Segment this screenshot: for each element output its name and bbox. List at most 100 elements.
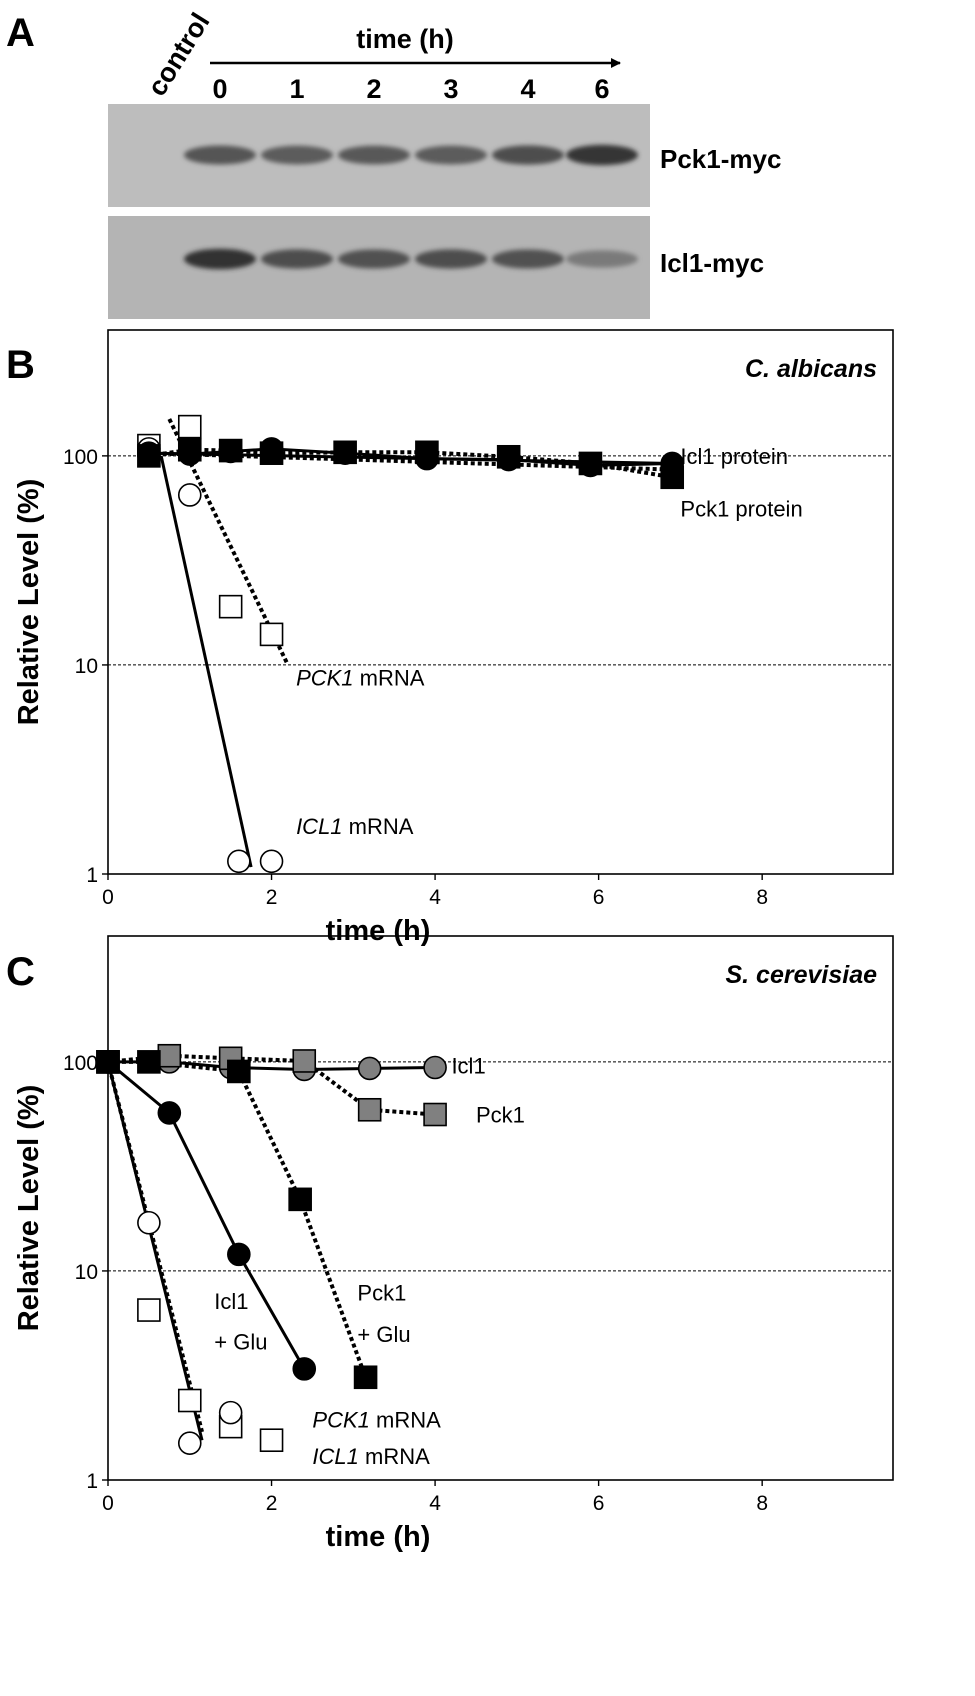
data-point — [357, 1056, 382, 1081]
data-point — [288, 1187, 312, 1212]
species-title: S. cerevisiae — [725, 961, 877, 989]
panel-c-chart: C 0 2 4 6 8 1 10 100 time (h) Relative Level (%) S… — [6, 935, 894, 1553]
y-tick-label: 100 — [63, 1052, 98, 1075]
blot-band — [184, 248, 256, 270]
lane-labels: 0 1 2 3 4 6 — [212, 74, 609, 104]
data-point — [227, 1059, 251, 1084]
data-point — [227, 1242, 251, 1267]
panel-a-label: A — [6, 11, 35, 55]
panel-b-chart: B 0 2 4 6 8 1 10 100 time (h) Relative Level (%) C… — [6, 329, 894, 947]
x-axis-title: time (h) — [326, 915, 431, 947]
y-tick-label: 10 — [75, 1261, 98, 1284]
data-point — [157, 1043, 182, 1068]
x-tick-label: 4 — [429, 886, 441, 909]
x-tick-label: 6 — [593, 1492, 605, 1515]
data-point — [423, 1055, 447, 1080]
data-point — [333, 440, 357, 465]
lane-label: 1 — [289, 74, 304, 104]
data-point — [157, 1101, 182, 1125]
data-point — [137, 1050, 161, 1074]
series-line — [107, 1060, 306, 1370]
x-tick-label: 6 — [593, 886, 605, 909]
data-point — [96, 1050, 120, 1074]
blot-band — [492, 145, 564, 165]
series-annotation: PCK1 mRNA — [312, 1407, 441, 1432]
series-annotation: + Glu — [357, 1322, 410, 1347]
blot-label-pck1-myc: Pck1-myc — [660, 144, 781, 174]
x-tick-label: 2 — [266, 1492, 278, 1515]
series-markers — [137, 414, 685, 874]
lane-label: 0 — [212, 74, 227, 104]
data-point — [660, 465, 685, 490]
plot-frame — [107, 329, 894, 875]
x-tick-label: 0 — [102, 886, 114, 909]
lane-label: 2 — [366, 74, 381, 104]
data-point — [177, 1388, 202, 1413]
blot-label-icl1-myc: Icl1-myc — [660, 248, 764, 278]
series-markers — [96, 1043, 447, 1455]
fit-line — [159, 455, 253, 868]
x-tick-label: 4 — [429, 1492, 441, 1515]
control-label: control — [142, 8, 216, 101]
blot-band — [492, 249, 564, 269]
data-point — [423, 1102, 447, 1127]
data-point — [177, 437, 202, 462]
blot-band — [415, 249, 487, 269]
series-annotation: Pck1 — [357, 1280, 406, 1305]
data-point — [292, 1049, 317, 1073]
data-point — [137, 1210, 161, 1235]
y-axis-title: Relative Level (%) — [13, 479, 45, 726]
x-tick-label: 0 — [102, 1492, 114, 1515]
species-title: C. albicans — [745, 355, 877, 383]
data-point — [177, 1431, 202, 1455]
series-annotation: Pck1 — [476, 1103, 525, 1128]
data-point — [578, 451, 603, 476]
blot-band — [338, 145, 410, 165]
x-tick-label: 8 — [756, 1492, 768, 1515]
series-annotation: Icl1 protein — [680, 444, 788, 469]
lane-label: 6 — [594, 74, 609, 104]
series-annotation: Pck1 protein — [680, 497, 802, 522]
panel-b-label: B — [6, 343, 35, 387]
y-tick-label: 10 — [75, 655, 98, 678]
lane-label: 3 — [443, 74, 458, 104]
data-point — [415, 440, 439, 465]
fit-line — [106, 1061, 204, 1433]
data-point — [137, 1298, 161, 1322]
blot-band — [261, 249, 333, 269]
blot-band — [338, 249, 410, 269]
data-point — [137, 444, 161, 468]
blot-bands — [184, 144, 638, 270]
y-tick-label: 1 — [86, 864, 98, 887]
data-point — [218, 1400, 243, 1425]
data-point — [353, 1365, 378, 1390]
series-annotation: PCK1 mRNA — [296, 666, 425, 691]
blot-band — [566, 144, 638, 166]
series-annotation: + Glu — [214, 1329, 267, 1354]
data-point — [357, 1097, 382, 1122]
data-point — [218, 438, 243, 463]
panel-a: A control time (h) 0 1 2 3 4 6 Pck1-myc Icl1-… — [6, 8, 781, 319]
blot-band — [415, 145, 487, 165]
data-point — [496, 444, 521, 469]
blot-band — [566, 250, 638, 268]
data-point — [177, 414, 202, 439]
data-point — [259, 1428, 284, 1453]
data-point — [259, 849, 284, 874]
x-tick-label: 2 — [266, 886, 278, 909]
data-point — [227, 849, 251, 874]
x-axis-title: time (h) — [326, 1521, 431, 1553]
series-annotation: Icl1 — [451, 1054, 485, 1079]
data-point — [259, 622, 284, 647]
data-point — [177, 483, 202, 507]
y-axis-title: Relative Level (%) — [13, 1085, 45, 1332]
plot-frame — [107, 935, 894, 1481]
series-annotation: ICL1 mRNA — [296, 814, 414, 839]
blot-band — [184, 145, 256, 165]
panel-c-label: C — [6, 950, 35, 994]
data-point — [218, 594, 243, 619]
lane-label: 4 — [520, 74, 535, 104]
series-line — [108, 1059, 368, 1378]
data-point — [292, 1357, 317, 1381]
